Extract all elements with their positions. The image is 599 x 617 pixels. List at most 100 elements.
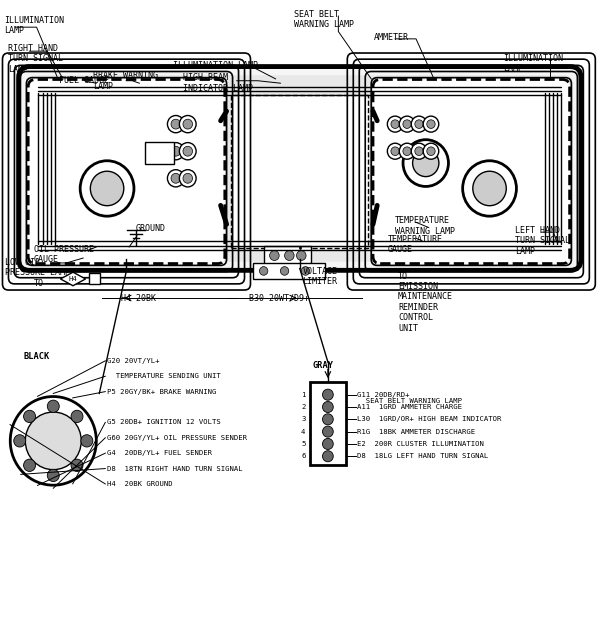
Circle shape [23,410,35,423]
Circle shape [322,389,333,400]
Text: BRAKE WARNING
LAMP: BRAKE WARNING LAMP [93,72,158,91]
Circle shape [270,251,279,260]
Text: TO
EMISSION
MAINTENANCE
REMINDER
CONTROL
UNIT: TO EMISSION MAINTENANCE REMINDER CONTROL… [398,271,453,333]
Circle shape [403,147,412,155]
Circle shape [415,147,423,155]
Circle shape [259,267,268,275]
Circle shape [400,116,415,132]
Text: ILLUMINATION
LAMP: ILLUMINATION LAMP [4,16,63,36]
Text: 5: 5 [301,441,305,447]
Circle shape [14,435,26,447]
Text: G4  20DB/YL+ FUEL SENDER: G4 20DB/YL+ FUEL SENDER [107,450,212,456]
Circle shape [400,143,415,159]
Circle shape [168,115,184,133]
Circle shape [427,120,435,128]
Text: H4 20BK: H4 20BK [122,294,156,302]
Circle shape [322,414,333,425]
Circle shape [71,459,83,471]
Circle shape [81,435,93,447]
FancyBboxPatch shape [373,80,570,263]
Text: G11 20DB/RD+: G11 20DB/RD+ [358,392,410,398]
Text: TO: TO [34,279,44,288]
Text: G60 20GY/YL+ OIL PRESSURE SENDER: G60 20GY/YL+ OIL PRESSURE SENDER [107,435,247,441]
Text: ILLUMINATION
LAMP: ILLUMINATION LAMP [503,54,562,73]
Circle shape [388,116,403,132]
Text: G5 20DB+ IGNITION 12 VOLTS: G5 20DB+ IGNITION 12 VOLTS [107,420,221,425]
Text: TEMPERATURE
GAUGE: TEMPERATURE GAUGE [388,234,443,254]
Circle shape [322,402,333,413]
Circle shape [171,146,180,156]
Text: P5 20GY/BK+ BRAKE WARNING: P5 20GY/BK+ BRAKE WARNING [107,389,216,395]
Circle shape [183,146,192,156]
Text: D8  18LG LEFT HAND TURN SIGNAL: D8 18LG LEFT HAND TURN SIGNAL [358,453,489,459]
Circle shape [415,120,423,128]
Text: RIGHT HAND
TURN SIGNAL
LAMP: RIGHT HAND TURN SIGNAL LAMP [8,44,63,73]
Text: 3: 3 [301,416,305,422]
Circle shape [47,400,59,412]
Text: TEMPERATURE SENDING UNIT: TEMPERATURE SENDING UNIT [107,373,221,379]
Text: VOLTAGE
LIMITER: VOLTAGE LIMITER [302,267,337,286]
Circle shape [171,173,180,183]
Circle shape [412,143,427,159]
Circle shape [183,119,192,129]
Text: AMMETER: AMMETER [374,33,409,42]
Text: G20 20VT/YL+: G20 20VT/YL+ [107,358,159,364]
Circle shape [403,139,449,186]
Circle shape [71,410,83,423]
Circle shape [391,147,400,155]
Text: HIGH BEAM
INDICATOR LAMP: HIGH BEAM INDICATOR LAMP [183,73,253,93]
Text: A11  1GRD AMMETER CHARGE: A11 1GRD AMMETER CHARGE [358,404,462,410]
Circle shape [322,450,333,462]
Circle shape [168,170,184,187]
Circle shape [179,115,196,133]
Text: L30  1GRD/OR+ HIGH BEAM INDICATOR: L30 1GRD/OR+ HIGH BEAM INDICATOR [358,416,502,422]
Circle shape [462,161,516,216]
FancyBboxPatch shape [264,246,311,265]
Circle shape [423,143,438,159]
Text: 2: 2 [301,404,305,410]
Circle shape [473,172,506,205]
FancyBboxPatch shape [27,75,573,262]
Text: D8  18TN RIGHT HAND TURN SIGNAL: D8 18TN RIGHT HAND TURN SIGNAL [107,466,243,471]
Circle shape [285,251,294,260]
Text: GRAY: GRAY [313,361,334,370]
FancyBboxPatch shape [89,273,101,284]
Circle shape [322,426,333,437]
Text: B30 20WT/D9+: B30 20WT/D9+ [249,294,308,302]
Circle shape [388,143,403,159]
FancyBboxPatch shape [28,80,225,263]
Circle shape [297,251,306,260]
Circle shape [90,172,124,205]
Text: H4: H4 [69,276,77,282]
Circle shape [179,170,196,187]
Circle shape [168,143,184,160]
Circle shape [47,470,59,482]
Text: OIL PRESSURE
GAUGE: OIL PRESSURE GAUGE [34,245,93,265]
Polygon shape [60,272,86,286]
Text: E2  200R CLUSTER ILLUMINATION: E2 200R CLUSTER ILLUMINATION [358,441,485,447]
Text: LEFT HAND
TURN SIGNAL
LAMP: LEFT HAND TURN SIGNAL LAMP [515,226,570,256]
Text: SEAT BELT WARNING LAMP: SEAT BELT WARNING LAMP [358,398,462,404]
FancyBboxPatch shape [231,95,368,248]
Circle shape [391,120,400,128]
Circle shape [179,143,196,160]
Circle shape [403,120,412,128]
Circle shape [412,116,427,132]
Circle shape [10,397,96,485]
Circle shape [427,147,435,155]
Circle shape [301,267,310,275]
Circle shape [183,173,192,183]
FancyBboxPatch shape [253,263,325,279]
Text: GROUND: GROUND [135,225,165,233]
Text: LOW OIL
PRESSURE LAMP: LOW OIL PRESSURE LAMP [5,258,71,278]
Circle shape [322,439,333,449]
Circle shape [171,119,180,129]
Circle shape [280,267,289,275]
Circle shape [23,459,35,471]
Text: R1G  18BK AMMETER DISCHARGE: R1G 18BK AMMETER DISCHARGE [358,429,476,434]
Text: 4: 4 [301,429,305,434]
Circle shape [423,116,438,132]
Text: TEMPERATURE
WARNING LAMP: TEMPERATURE WARNING LAMP [395,216,455,236]
Circle shape [413,149,439,176]
Text: ILLUMINATION LAMP: ILLUMINATION LAMP [173,61,258,70]
